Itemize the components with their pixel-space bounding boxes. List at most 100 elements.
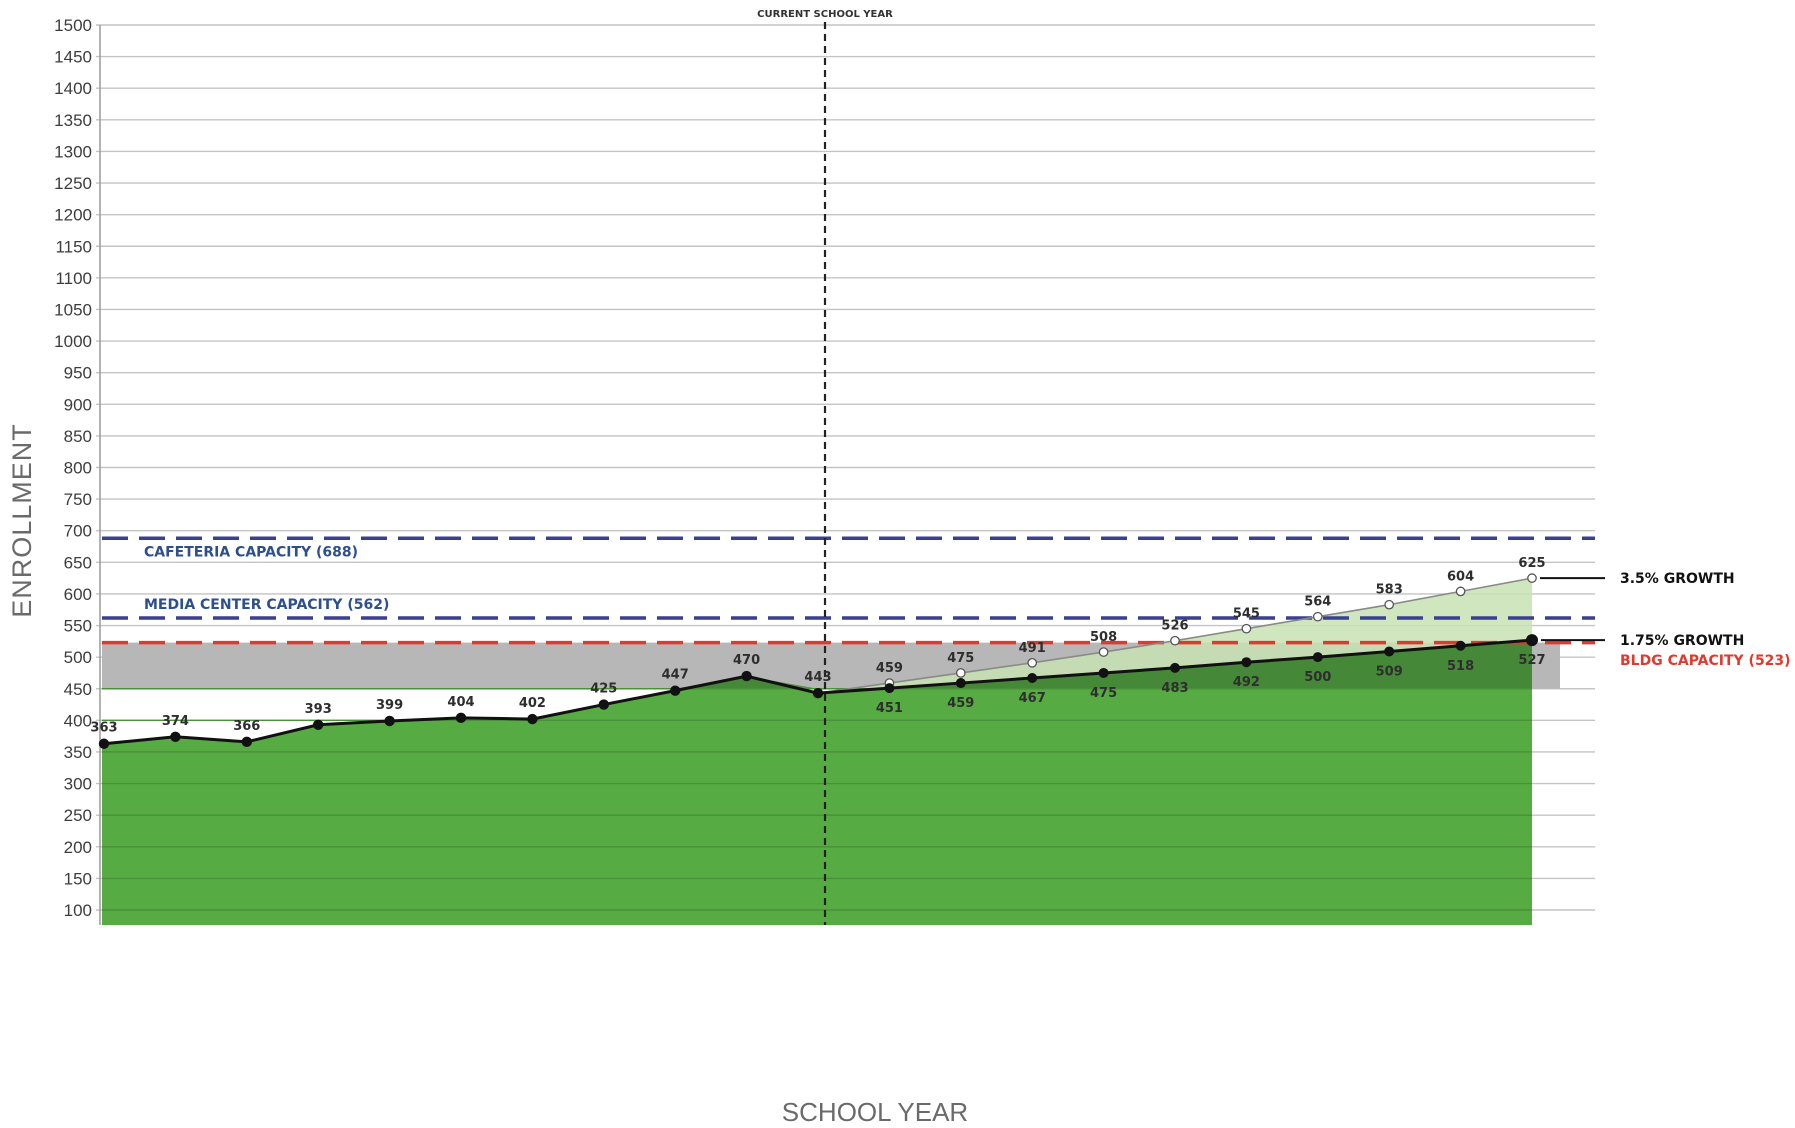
historical-value-label: 399 — [376, 698, 403, 713]
historical-value-label: 425 — [590, 682, 617, 697]
growth-1-75-value-label: 475 — [1090, 686, 1117, 701]
y-tick-label: 500 — [64, 648, 92, 667]
growth-1-75-value-label: 451 — [876, 701, 903, 716]
y-tick-label: 1500 — [54, 16, 92, 35]
historical-point — [527, 713, 538, 725]
historical-point — [98, 738, 110, 749]
growth-3-5-point — [1455, 586, 1466, 597]
y-tick-label: 1100 — [55, 269, 92, 288]
growth-3-5-point — [1241, 623, 1252, 634]
y-tick-label: 1350 — [54, 111, 92, 130]
y-tick-label: 1300 — [54, 142, 92, 161]
growth-1-75-point — [955, 678, 966, 689]
y-tick-label: 700 — [64, 522, 92, 541]
historical-point — [598, 699, 609, 710]
y-tick-label: 800 — [64, 459, 92, 478]
growth-1-75-point — [1170, 662, 1180, 673]
historical-line — [102, 674, 819, 746]
current-year-label: CURRENT SCHOOL YEAR — [757, 9, 893, 20]
y-tick-label: 600 — [64, 585, 92, 604]
y-tick-label: 300 — [64, 775, 92, 794]
growth-3-5-value-label: 545 — [1233, 607, 1260, 622]
y-tick-label: 900 — [64, 395, 92, 414]
growth-3-5-value-label: 583 — [1376, 583, 1403, 598]
growth-1-75-value-label: 459 — [947, 696, 974, 711]
y-tick-label: 750 — [64, 490, 92, 509]
historical-point — [741, 670, 752, 682]
enrollment-area — [102, 640, 1532, 925]
growth-1-75-value-label: 527 — [1518, 653, 1545, 668]
growth-3-5-value-label: 459 — [876, 661, 903, 676]
growth-3-5-value-label: 604 — [1447, 569, 1474, 584]
enrollment-area-over-band — [102, 642, 1532, 689]
historical-point — [313, 719, 324, 730]
growth-1-75-value-label: 518 — [1447, 659, 1474, 674]
growth-1-75-point — [1312, 652, 1323, 663]
y-tick-label: 1400 — [54, 79, 92, 98]
y-tick-label: 850 — [64, 427, 92, 446]
growth-1-75-value-label: 467 — [1019, 691, 1046, 706]
growth-3-5-point — [1312, 611, 1323, 622]
historical-value-label: 443 — [804, 670, 831, 685]
growth-1-75-callout-label: 1.75% GROWTH — [1620, 633, 1744, 649]
y-tick-label: 1000 — [54, 332, 92, 351]
historical-point — [455, 712, 467, 724]
growth-3-5-value-label: 491 — [1019, 641, 1046, 656]
growth-1-75-point — [1241, 657, 1252, 668]
historical-point — [384, 715, 395, 727]
growth-3-5-value-label: 625 — [1518, 556, 1545, 571]
historical-point — [670, 685, 681, 696]
y-tick-label: 650 — [64, 553, 92, 572]
growth-3-5-point — [1098, 647, 1109, 657]
growth-3-5-value-label: 564 — [1304, 595, 1331, 610]
y-tick-label: 100 — [64, 901, 92, 920]
historical-value-label: 363 — [90, 721, 117, 736]
historical-value-label: 402 — [519, 696, 546, 711]
growth-3-5-point — [1527, 573, 1537, 583]
growth-1-75-point — [1455, 640, 1466, 651]
y-tick-label: 250 — [64, 806, 92, 825]
historical-value-label: 404 — [447, 695, 474, 710]
growth-3-5-area — [818, 578, 1532, 694]
growth-1-75-point — [884, 683, 895, 694]
y-tick-label: 350 — [64, 743, 92, 762]
y-tick-label: 550 — [64, 617, 92, 636]
y-tick-label: 200 — [64, 838, 92, 857]
historical-value-label: 447 — [662, 668, 689, 683]
growth-1-75-value-label: 509 — [1376, 664, 1403, 679]
growth-3-5-value-label: 526 — [1161, 619, 1188, 634]
growth-3-5-point — [1384, 599, 1395, 610]
historical-value-label: 470 — [733, 653, 760, 668]
growth-3-5-point — [1170, 635, 1180, 646]
growth-1-75-value-label: 500 — [1304, 670, 1331, 685]
y-tick-label: 1250 — [54, 174, 92, 193]
growth-3-5-point — [1027, 657, 1038, 668]
media-center-capacity-label: MEDIA CENTER CAPACITY (562) — [144, 597, 389, 613]
cafeteria-capacity-label: CAFETERIA CAPACITY (688) — [144, 544, 358, 560]
x-axis-title: SCHOOL YEAR — [781, 1097, 969, 1127]
growth-1-75-value-label: 483 — [1161, 681, 1188, 696]
y-tick-label: 400 — [64, 711, 92, 730]
growth-3-5-point — [955, 668, 966, 678]
historical-value-label: 374 — [162, 714, 189, 729]
historical-point — [812, 687, 824, 699]
historical-value-label: 393 — [305, 702, 332, 717]
y-tick-label: 1150 — [55, 237, 92, 256]
bldg-capacity-label: BLDG CAPACITY (523) — [1620, 653, 1791, 669]
historical-point — [170, 731, 181, 742]
y-tick-label: 1450 — [54, 48, 92, 67]
growth-3-5-callout-label: 3.5% GROWTH — [1620, 571, 1735, 587]
growth-1-75-point — [1098, 667, 1109, 678]
historical-point — [241, 736, 252, 748]
y-tick-label: 1200 — [54, 206, 92, 225]
y-tick-label: 150 — [64, 869, 92, 888]
y-tick-label: 950 — [64, 364, 92, 383]
y-tick-label: 450 — [64, 680, 92, 699]
growth-1-75-point — [1526, 634, 1538, 647]
growth-1-75-value-label: 492 — [1233, 675, 1260, 690]
growth-3-5-value-label: 475 — [947, 651, 974, 666]
y-tick-label: 1050 — [54, 300, 92, 319]
growth-1-75-point — [1384, 646, 1395, 657]
